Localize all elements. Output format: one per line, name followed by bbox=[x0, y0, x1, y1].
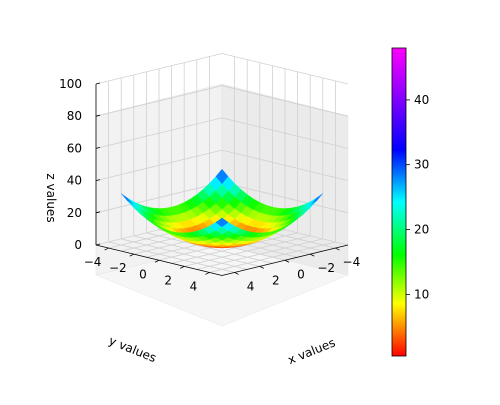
z-tick-label: 0 bbox=[74, 238, 82, 252]
x-axis-label: x values bbox=[286, 335, 338, 367]
x-tick-label: 0 bbox=[297, 267, 305, 281]
grid-floor-y bbox=[209, 241, 336, 273]
z-tick bbox=[95, 211, 101, 214]
z-tick bbox=[95, 82, 101, 85]
x-tick bbox=[259, 265, 264, 269]
grid-z bbox=[95, 53, 349, 85]
grid-z bbox=[95, 149, 349, 181]
z-tick bbox=[95, 179, 101, 181]
colorbar-tick-label: 30 bbox=[414, 158, 429, 172]
y-tick bbox=[205, 272, 210, 275]
z-axis-label: z values bbox=[44, 173, 58, 222]
x-tick bbox=[335, 247, 340, 251]
colorbar-tick-label: 40 bbox=[414, 93, 429, 107]
z-axis: 0 20 40 60 80 100 z values bbox=[44, 77, 101, 252]
x-tick bbox=[284, 259, 290, 263]
z-tick bbox=[95, 243, 101, 246]
grid-floor-y bbox=[184, 235, 311, 267]
z-tick bbox=[95, 114, 101, 117]
grid-floor-y bbox=[171, 232, 298, 264]
x-tick-label: 4 bbox=[247, 279, 255, 293]
pane-floor bbox=[95, 244, 349, 327]
y-tick bbox=[154, 259, 160, 263]
surface-patch bbox=[215, 217, 229, 228]
z-ticks: 0 20 40 60 80 100 bbox=[59, 77, 101, 252]
surface bbox=[121, 168, 323, 249]
y-tick-label: 4 bbox=[190, 279, 198, 293]
grid-floor-y bbox=[196, 238, 323, 270]
y-tick-label: 0 bbox=[139, 267, 147, 281]
y-tick-label: −4 bbox=[84, 255, 102, 269]
colorbar-tick-label: 20 bbox=[414, 223, 429, 237]
y-ticks: −4 −2 0 2 4 bbox=[84, 247, 210, 293]
x-tick bbox=[310, 253, 315, 257]
colorbar: 10 20 30 40 bbox=[391, 47, 429, 357]
x-tick-label: 2 bbox=[272, 273, 280, 287]
y-tick-label: −2 bbox=[109, 261, 127, 275]
x-tick-label: −2 bbox=[317, 261, 335, 275]
x-tick bbox=[234, 272, 239, 275]
colorbar-ticks: 10 20 30 40 bbox=[406, 93, 429, 301]
y-tick-label: 2 bbox=[164, 273, 172, 287]
x-ticks: −4 −2 0 2 4 bbox=[234, 247, 361, 293]
grid-z bbox=[95, 85, 349, 117]
z-tick-label: 100 bbox=[59, 77, 82, 91]
colorbar-tick-label: 10 bbox=[414, 287, 429, 301]
y-tick bbox=[129, 253, 134, 257]
z-tick bbox=[95, 147, 101, 149]
y-axis-label: y values bbox=[107, 333, 159, 365]
z-tick-label: 60 bbox=[67, 141, 82, 155]
y-tick bbox=[180, 265, 185, 269]
z-tick-label: 20 bbox=[67, 206, 82, 220]
colorbar-gradient bbox=[391, 47, 407, 357]
grid-z bbox=[95, 117, 349, 149]
z-tick-label: 80 bbox=[67, 109, 82, 123]
z-tick-label: 40 bbox=[67, 174, 82, 188]
y-tick bbox=[104, 247, 109, 251]
x-tick-label: −4 bbox=[343, 255, 361, 269]
